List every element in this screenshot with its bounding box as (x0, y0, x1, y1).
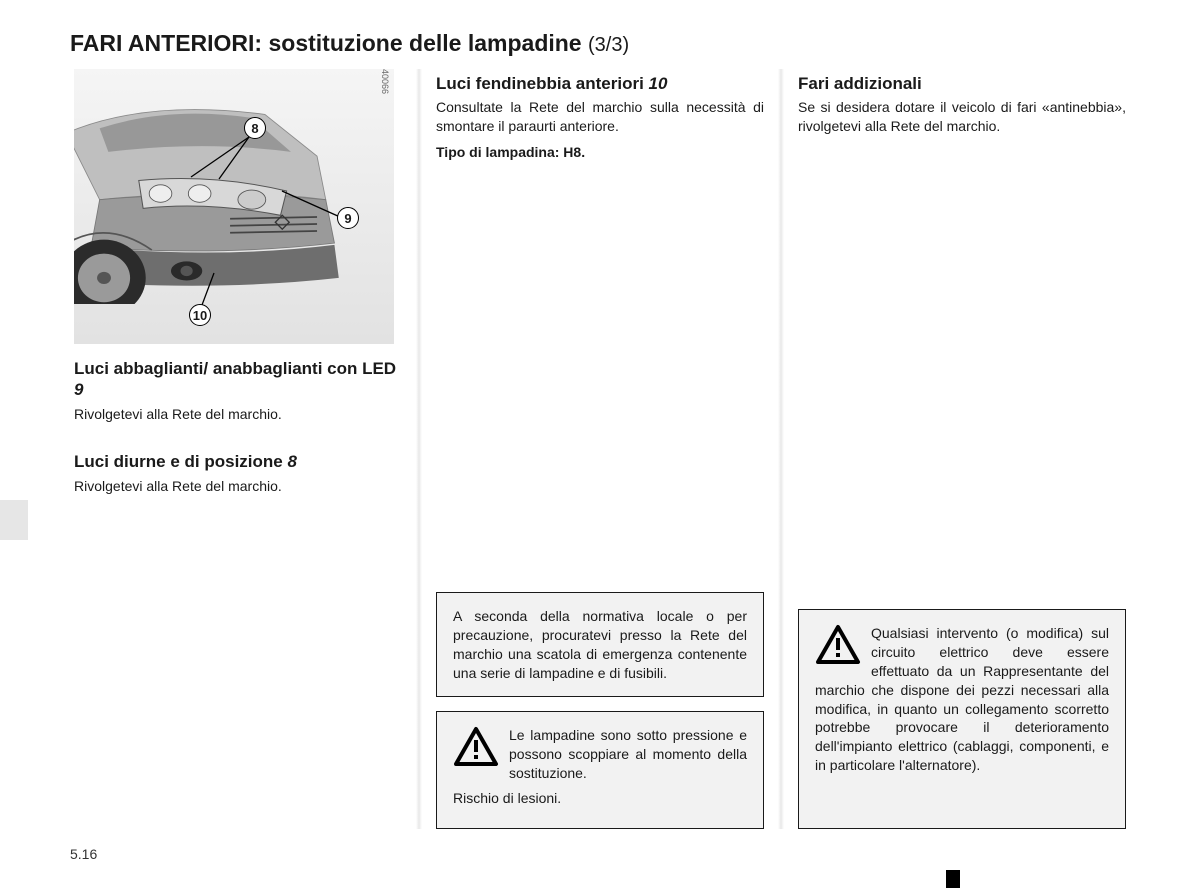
warning-icon (453, 726, 499, 768)
col2-bulb-type: Tipo di lampadina: H8. (436, 144, 764, 160)
col2-infobox-text: A seconda della normativa locale o per p… (453, 608, 747, 681)
col2-heading-ref: 10 (649, 74, 668, 93)
callout-8: 8 (244, 117, 266, 139)
col2-warning-box: Le lampadine sono sotto pressione e poss… (436, 711, 764, 829)
callout-8-line (169, 129, 259, 184)
callout-10-line (194, 269, 224, 309)
page-title: FARI ANTERIORI: sostituzione delle lampa… (60, 30, 1140, 57)
callout-9-line (274, 187, 344, 227)
col2-heading: Luci fendinebbia anteriori 10 (436, 73, 764, 94)
col2-body: Consultate la Rete del marchio sulla nec… (436, 98, 764, 136)
column-1: 40066 (60, 69, 416, 829)
warning-icon (815, 624, 861, 666)
column-3: Fari addizionali Se si desidera dotare i… (784, 69, 1140, 829)
col3-warning-box: Qualsiasi intervento (o modifica) sul ci… (798, 609, 1126, 829)
footer-crop-mark (946, 870, 960, 888)
title-sub: (3/3) (588, 34, 629, 56)
col3-body: Se si desidera dotare il veicolo di fari… (798, 98, 1126, 136)
callout-10: 10 (189, 304, 211, 326)
title-main: FARI ANTERIORI: sostituzione delle lampa… (70, 30, 582, 56)
col1-section2-heading: Luci diurne e di posizione 8 (74, 451, 402, 472)
side-tab (0, 500, 28, 540)
col2-infobox: A seconda della normativa locale o per p… (436, 592, 764, 698)
col2-warn-p2: Rischio di lesioni. (453, 789, 747, 808)
page-number: 5.16 (70, 846, 97, 862)
col1-s2-heading-text: Luci diurne e di posizione (74, 452, 283, 471)
col1-s1-ref: 9 (74, 380, 83, 399)
col1-s1-heading-text: Luci abbaglianti/ anabbaglianti con LED (74, 359, 396, 378)
callout-9: 9 (337, 207, 359, 229)
col1-s2-ref: 8 (287, 452, 296, 471)
vehicle-figure: 40066 (74, 69, 394, 344)
col1-s1-body: Rivolgetevi alla Rete del marchio. (74, 405, 402, 424)
col2-heading-text: Luci fendinebbia anteriori (436, 74, 644, 93)
col1-section1-heading: Luci abbaglianti/ anabbaglianti con LED … (74, 358, 402, 401)
col3-heading: Fari addizionali (798, 73, 1126, 94)
col1-s2-body: Rivolgetevi alla Rete del marchio. (74, 477, 402, 496)
columns: 40066 (60, 69, 1140, 829)
column-2: Luci fendinebbia anteriori 10 Consultate… (422, 69, 778, 829)
figure-ref-code: 40066 (380, 69, 390, 94)
